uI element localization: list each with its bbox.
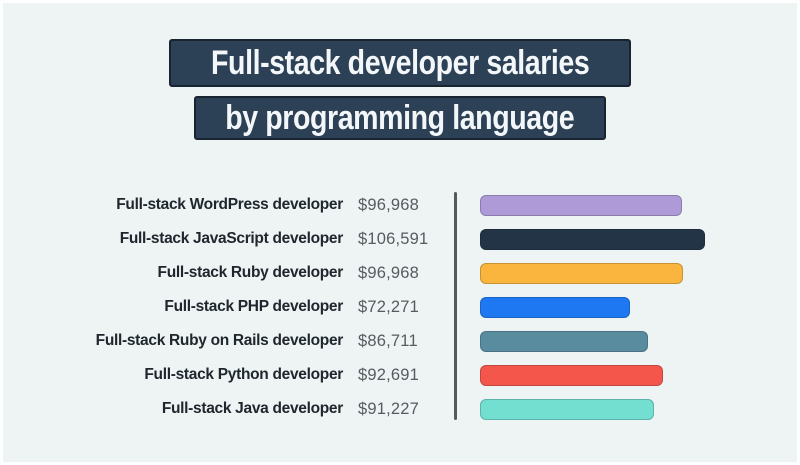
bar-track <box>480 364 797 386</box>
salary-value: $96,968 <box>358 195 420 214</box>
bar-chart-rows: Full-stack WordPress developer $96,968 Ful… <box>3 188 797 426</box>
bar-track <box>480 228 797 250</box>
chart-title: Full-stack developer salaries by program… <box>3 39 797 140</box>
salary-bar <box>480 398 654 420</box>
bar-track <box>480 330 797 352</box>
chart-row: Full-stack WordPress developer $96,968 <box>3 188 797 222</box>
bar-track <box>480 296 797 318</box>
chart-row: Full-stack Python developer $92,691 <box>3 358 797 392</box>
category-label: Full-stack WordPress developer <box>116 196 343 213</box>
category-label: Full-stack JavaScript developer <box>119 230 344 247</box>
title-line2-text: by programming language <box>225 99 575 137</box>
salary-value: $96,968 <box>358 263 420 282</box>
salary-bar <box>480 194 682 216</box>
title-box-line1: Full-stack developer salaries <box>169 39 631 87</box>
salary-bar <box>480 228 705 250</box>
salary-value: $106,591 <box>358 229 429 248</box>
bar-track <box>480 262 797 284</box>
chart-row: Full-stack JavaScript developer $106,591 <box>3 222 797 256</box>
category-label: Full-stack Ruby developer <box>157 264 344 281</box>
salary-bar <box>480 262 683 284</box>
chart-row: Full-stack Ruby on Rails developer $86,71… <box>3 324 797 358</box>
salary-bar <box>480 330 648 352</box>
title-box-line2: by programming language <box>194 96 606 140</box>
salary-value: $92,691 <box>358 365 420 384</box>
category-label: Full-stack Java developer <box>161 400 343 417</box>
salary-bar <box>480 364 663 386</box>
chart-row: Full-stack Java developer $91,227 <box>3 392 797 426</box>
category-label: Full-stack PHP developer <box>164 298 343 315</box>
category-label: Full-stack Python developer <box>144 366 343 383</box>
chart-row: Full-stack PHP developer $72,271 <box>3 290 797 324</box>
salary-value: $72,271 <box>358 297 420 316</box>
title-line1-text: Full-stack developer salaries <box>210 44 590 82</box>
salary-value: $91,227 <box>358 399 420 418</box>
bar-track <box>480 194 797 216</box>
axis-divider-line <box>454 192 457 420</box>
category-label: Full-stack Ruby on Rails developer <box>95 332 344 349</box>
salary-value: $86,711 <box>358 331 418 350</box>
bar-track <box>480 398 797 420</box>
salary-bar <box>480 296 630 318</box>
chart-row: Full-stack Ruby developer $96,968 <box>3 256 797 290</box>
